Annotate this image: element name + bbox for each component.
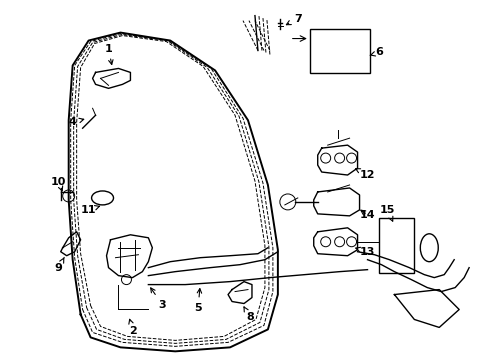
Text: 11: 11 bbox=[81, 205, 100, 215]
Bar bbox=[379, 218, 413, 273]
Circle shape bbox=[334, 237, 344, 247]
Text: 15: 15 bbox=[379, 205, 394, 221]
Text: 1: 1 bbox=[104, 44, 113, 64]
Circle shape bbox=[121, 275, 131, 285]
Text: 12: 12 bbox=[355, 168, 374, 180]
Circle shape bbox=[346, 237, 356, 247]
Circle shape bbox=[346, 153, 356, 163]
Text: 4: 4 bbox=[69, 117, 83, 127]
Text: 6: 6 bbox=[369, 48, 383, 58]
Text: 9: 9 bbox=[55, 257, 64, 273]
Text: 2: 2 bbox=[129, 319, 137, 336]
Text: 10: 10 bbox=[51, 177, 66, 191]
Text: 3: 3 bbox=[150, 288, 166, 310]
Text: 8: 8 bbox=[244, 307, 253, 323]
Circle shape bbox=[279, 194, 295, 210]
Circle shape bbox=[320, 153, 330, 163]
Circle shape bbox=[334, 153, 344, 163]
Bar bbox=[309, 28, 369, 73]
Ellipse shape bbox=[91, 191, 113, 205]
Ellipse shape bbox=[420, 234, 437, 262]
Text: 5: 5 bbox=[194, 289, 202, 312]
Circle shape bbox=[320, 237, 330, 247]
Circle shape bbox=[62, 190, 75, 202]
Text: 13: 13 bbox=[355, 247, 374, 257]
Text: 7: 7 bbox=[286, 14, 301, 25]
Text: 14: 14 bbox=[359, 210, 375, 220]
